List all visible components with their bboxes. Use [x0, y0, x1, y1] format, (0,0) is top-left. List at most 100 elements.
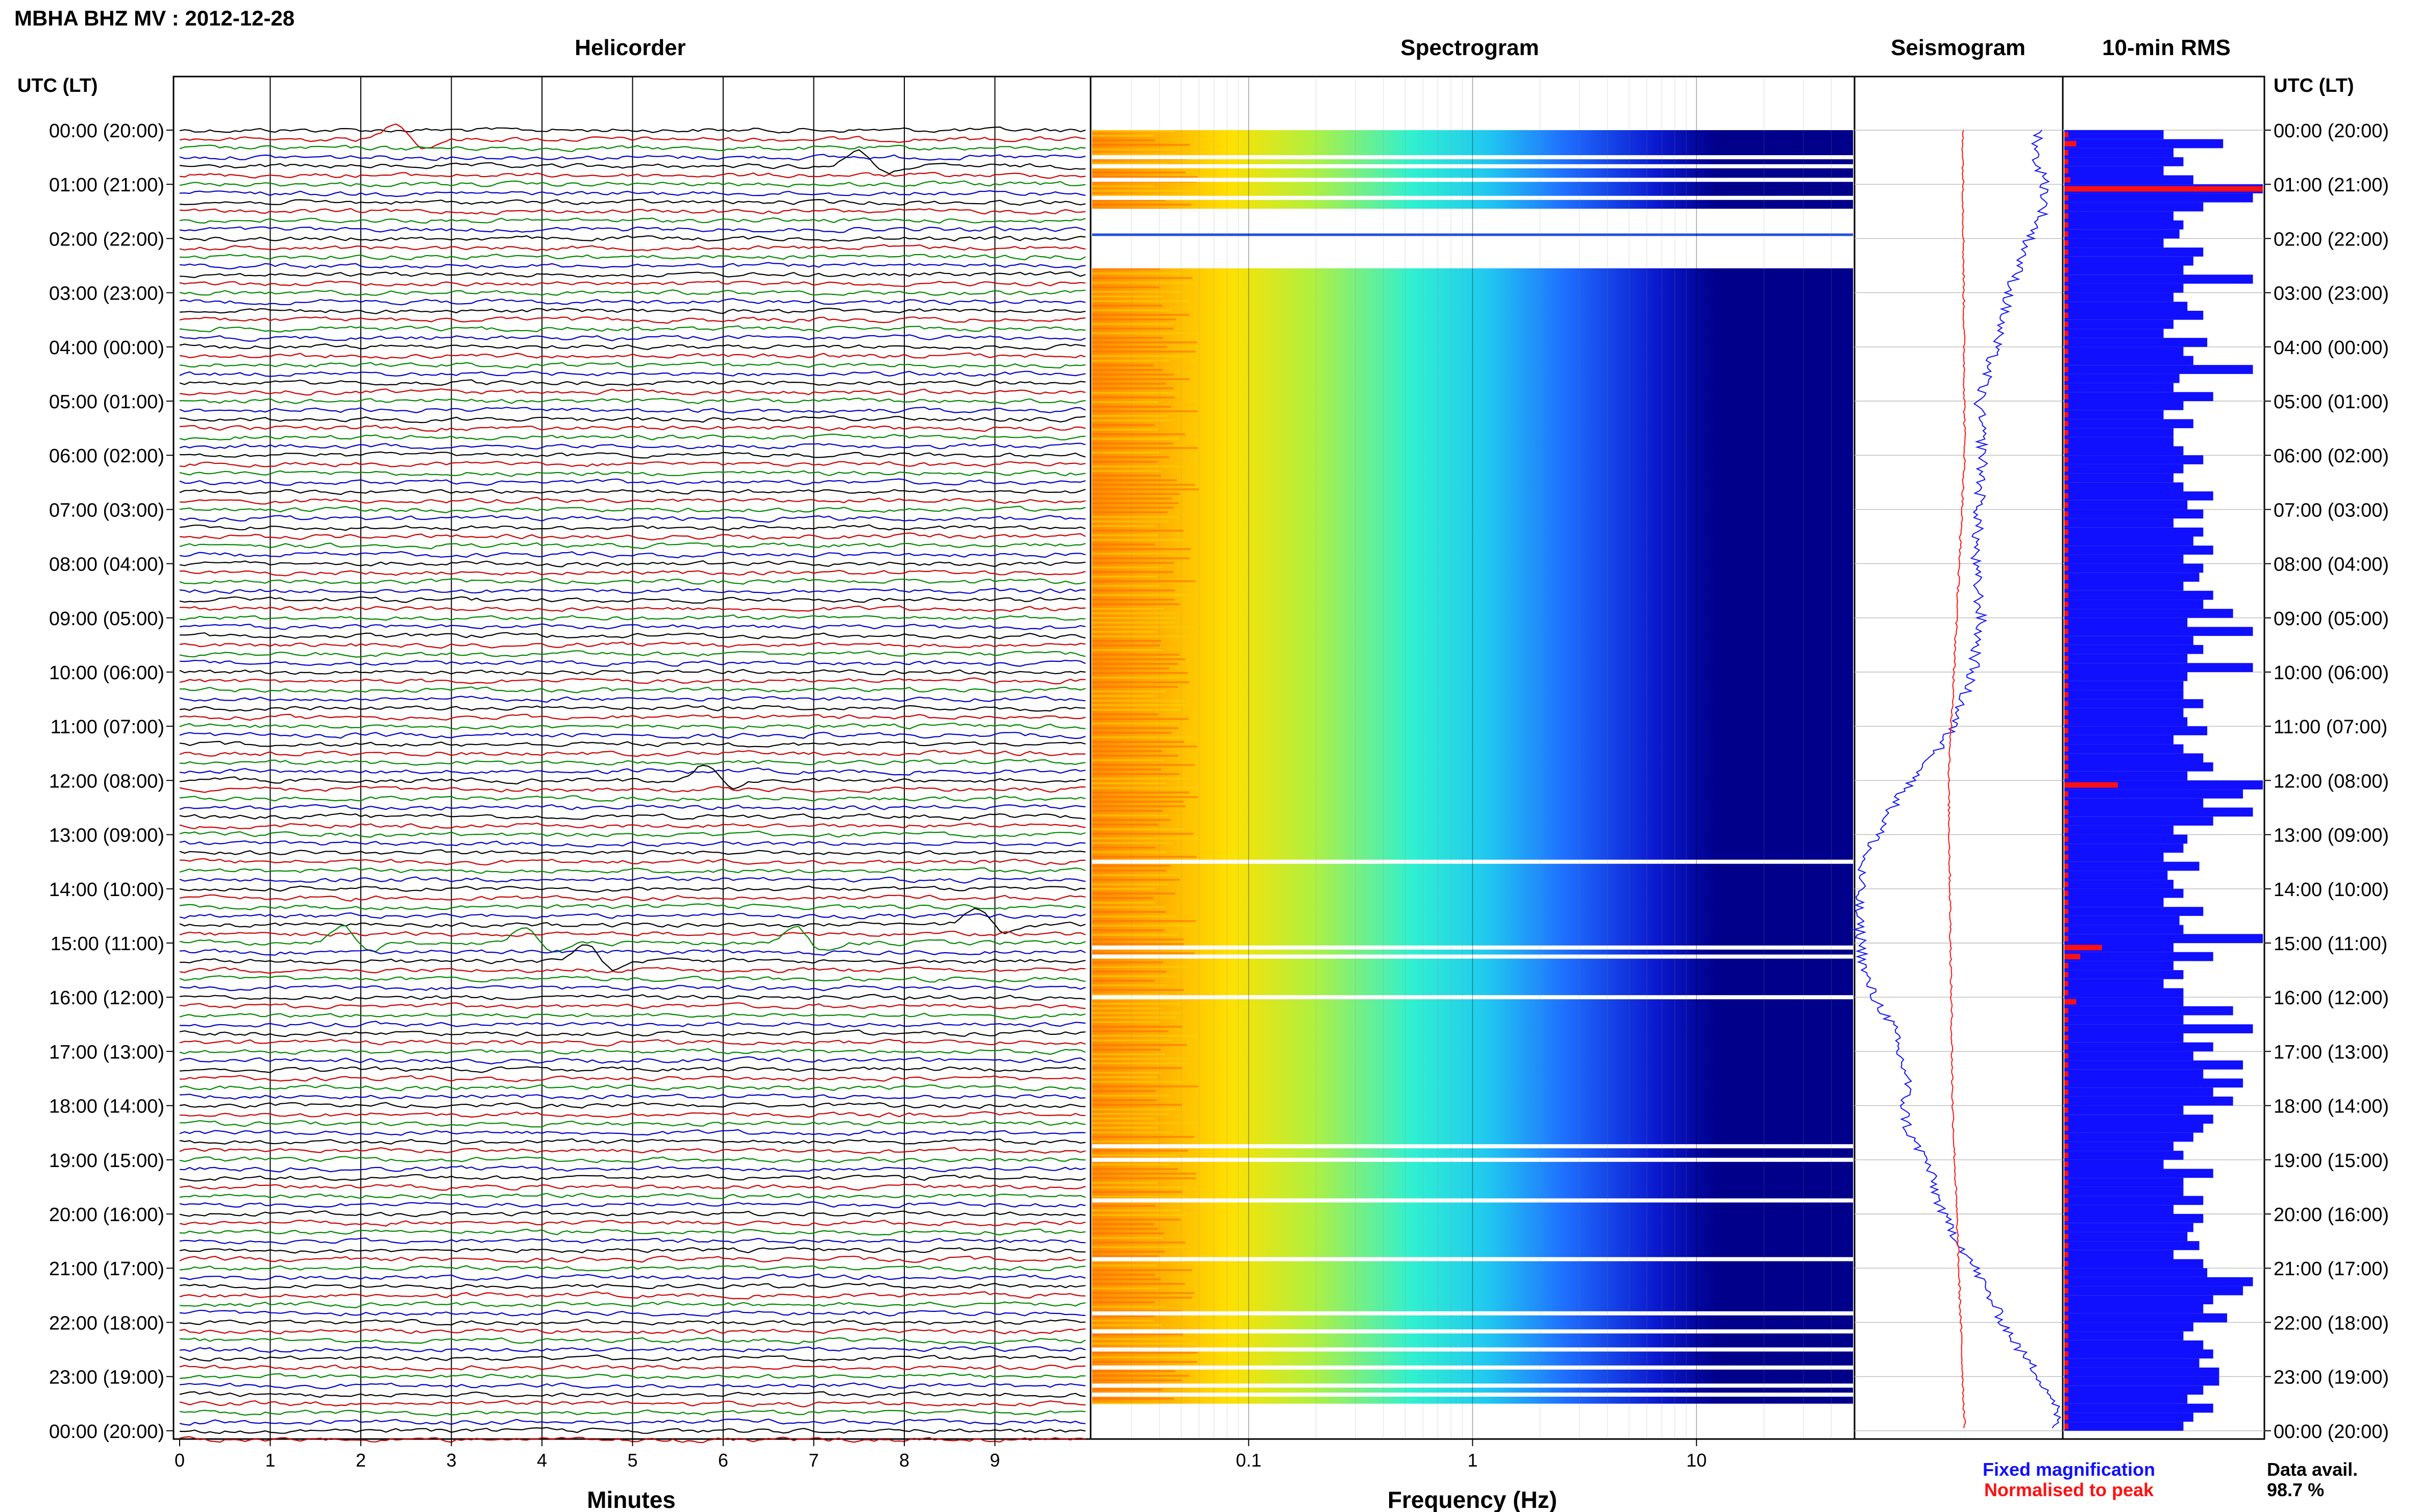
rms-normalised-bar	[2064, 439, 2068, 444]
helicorder-trace	[179, 668, 1086, 676]
spectrogram-gap	[1092, 1329, 1853, 1334]
rms-fixed-bar	[2064, 1060, 2243, 1070]
rms-normalised-bar	[2064, 177, 2070, 183]
rms-fixed-bar	[2064, 536, 2193, 546]
rms-normalised-bar	[2064, 349, 2068, 354]
rms-normalised-bar	[2064, 330, 2068, 336]
rms-fixed-bar	[2064, 988, 2184, 998]
spectrogram-texture-row	[1092, 1072, 1161, 1074]
hour-label-left: 19:00 (15:00)	[49, 1150, 164, 1172]
helicorder-trace	[179, 596, 1086, 604]
rms-fixed-bar	[2064, 1295, 2213, 1304]
rms-normalised-bar	[2064, 1071, 2068, 1077]
helicorder-trace	[179, 1012, 1086, 1020]
spectrogram-texture-row	[1092, 1104, 1182, 1106]
helicorder-trace	[179, 1201, 1086, 1208]
spectrogram-texture-row	[1092, 920, 1196, 922]
spectrogram-texture-row	[1092, 805, 1186, 807]
rms-fixed-bar	[2064, 374, 2180, 383]
rms-normalised-bar	[2064, 990, 2068, 996]
rms-normalised-bar	[2064, 962, 2068, 969]
rms-normalised-bar	[2064, 1216, 2068, 1222]
rms-frame	[2062, 76, 2265, 1440]
spectrogram-texture-row	[1092, 323, 1175, 325]
rms-normalised-bar	[2064, 213, 2068, 219]
rms-fixed-bar	[2064, 546, 2213, 555]
rms-normalised-bar	[2064, 1206, 2068, 1212]
spectrogram-texture-row	[1092, 658, 1186, 660]
spectrogram-texture-row	[1092, 461, 1158, 463]
helicorder-trace	[179, 578, 1086, 585]
helicorder-trace	[179, 677, 1086, 685]
rms-normalised-bar	[2064, 800, 2068, 806]
spectrogram-texture-row	[1092, 1343, 1197, 1345]
spectrogram-texture-row	[1092, 360, 1170, 362]
hour-label-left: 07:00 (03:00)	[49, 500, 164, 521]
helicorder-trace	[179, 489, 1086, 495]
spectrogram-texture-row	[1092, 989, 1184, 991]
hour-label-left: 23:00 (19:00)	[49, 1367, 164, 1389]
rms-normalised-bar	[2064, 809, 2068, 815]
rms-fixed-bar	[2064, 437, 2174, 447]
rms-normalised-bar	[2064, 674, 2068, 680]
spectrogram-texture-row	[1092, 282, 1193, 284]
spectrogram-texture-row	[1092, 1007, 1162, 1009]
rms-normalised-bar	[2064, 448, 2068, 454]
spectrogram-texture-row	[1092, 810, 1163, 812]
helicorder-trace	[179, 925, 1086, 953]
spectrogram-texture-row	[1092, 1044, 1187, 1046]
hour-label-left: 13:00 (09:00)	[49, 825, 164, 847]
spectrogram-texture-row	[1092, 603, 1180, 605]
rms-fixed-bar	[2064, 861, 2200, 871]
helicorder-trace	[179, 515, 1086, 523]
spectrogram-texture-row	[1092, 1315, 1154, 1317]
spectrogram-texture-row	[1092, 819, 1171, 821]
spectrogram-texture-row	[1092, 318, 1176, 320]
spectrogram-texture-row	[1092, 1219, 1181, 1221]
hour-label-right: 01:00 (21:00)	[2274, 175, 2389, 196]
helicorder-trace	[179, 641, 1086, 649]
hour-label-right: 11:00 (07:00)	[2274, 716, 2387, 738]
spectrogram-texture-row	[1092, 1150, 1189, 1152]
rms-fixed-bar	[2064, 247, 2204, 257]
spectrogram-texture-row	[1092, 272, 1181, 275]
spectrogram-texture-row	[1092, 1122, 1198, 1124]
helicorder-trace	[179, 1111, 1086, 1118]
spectrogram-texture-row	[1092, 837, 1199, 839]
station-title: MBHA BHZ MV : 2012-12-28	[14, 6, 294, 30]
spectrogram-texture-row	[1092, 520, 1169, 523]
helicorder-title: Helicorder	[575, 35, 686, 60]
helicorder-trace	[179, 1391, 1086, 1398]
helicorder-trace	[179, 907, 1086, 934]
hour-label-right: 09:00 (05:00)	[2274, 608, 2389, 630]
spectrogram-texture-row	[1092, 617, 1177, 619]
rms-normalised-bar	[2064, 927, 2068, 932]
spectrogram-texture-row	[1092, 700, 1189, 702]
rms-title: 10-min RMS	[2102, 35, 2231, 60]
helicorder-trace	[179, 262, 1086, 269]
spectrogram-gap	[1092, 164, 1853, 168]
spectrogram-texture-row	[1092, 1053, 1166, 1055]
seismogram-grid	[1855, 130, 2063, 1431]
spectrogram-texture-row	[1092, 314, 1190, 316]
rms-normalised-bar	[2064, 1188, 2068, 1195]
hour-label-left: 15:00 (11:00)	[51, 933, 164, 955]
helicorder-trace	[179, 614, 1086, 621]
rms-fixed-bar	[2064, 1403, 2213, 1413]
helicorder-trace	[179, 812, 1086, 821]
spectrogram-x-tick-label: 1	[1467, 1450, 1477, 1471]
spectrogram-texture-row	[1092, 1214, 1189, 1216]
hour-label-left: 20:00 (16:00)	[49, 1204, 164, 1226]
helicorder-trace	[179, 949, 1086, 956]
spectrogram-texture-row	[1092, 1356, 1199, 1358]
rms-fixed-bar	[2064, 1142, 2174, 1151]
rms-fixed-bar	[2064, 410, 2164, 419]
helicorder-trace	[179, 298, 1086, 306]
spectrogram-texture-row	[1092, 727, 1179, 729]
spectrogram-texture-row	[1092, 801, 1184, 803]
spectrogram-texture-row	[1092, 387, 1174, 389]
spectrogram-texture-row	[1092, 1035, 1198, 1037]
seismogram-normalised-line	[1947, 130, 1966, 1428]
data-availability-value: 98.7 %	[2267, 1479, 2324, 1500]
